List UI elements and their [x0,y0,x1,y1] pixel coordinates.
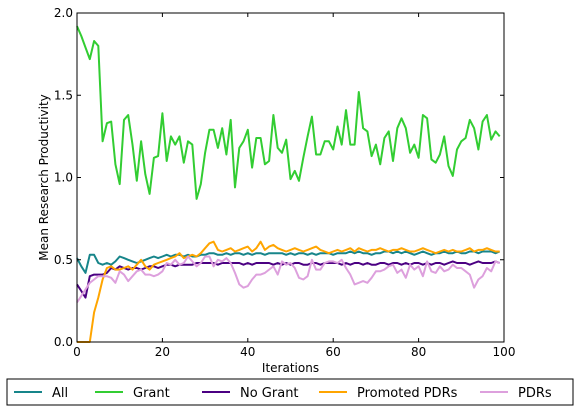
legend-label-pdrs: PDRs [518,386,552,401]
legend-label-grant: Grant [133,386,170,401]
x-tick-label: 20 [155,345,170,359]
y-tick-label: 2.0 [54,6,73,20]
y-axis-label: Mean Research Productivity [37,94,51,261]
x-axis-label: Iterations [262,361,319,375]
x-tick-label: 60 [326,345,341,359]
legend: All Grant No Grant Promoted PDRs PDRs [6,378,574,406]
plot-area [76,25,501,343]
legend-box [6,378,574,406]
series-line-grant [76,25,501,200]
series-line-pdrs [76,255,501,304]
x-tick-label: 80 [411,345,426,359]
y-tick-label: 0.5 [54,253,73,267]
series-line-all [76,250,501,274]
y-tick-label: 1.0 [54,171,73,185]
legend-label-promoted-pdrs: Promoted PDRs [357,386,458,401]
x-tick-label: 0 [73,345,81,359]
axis-ticks: 0 20 40 60 80 100 0.0 0.5 1.0 1.5 2.0 [54,6,516,359]
x-tick-label: 100 [493,345,516,359]
legend-label-no-grant: No Grant [240,386,299,401]
legend-label-all: All [52,386,68,401]
series-line-promoted-pdrs [77,240,500,343]
x-tick-label: 40 [240,345,255,359]
y-tick-label: 1.5 [54,88,73,102]
y-tick-label: 0.0 [54,335,73,349]
